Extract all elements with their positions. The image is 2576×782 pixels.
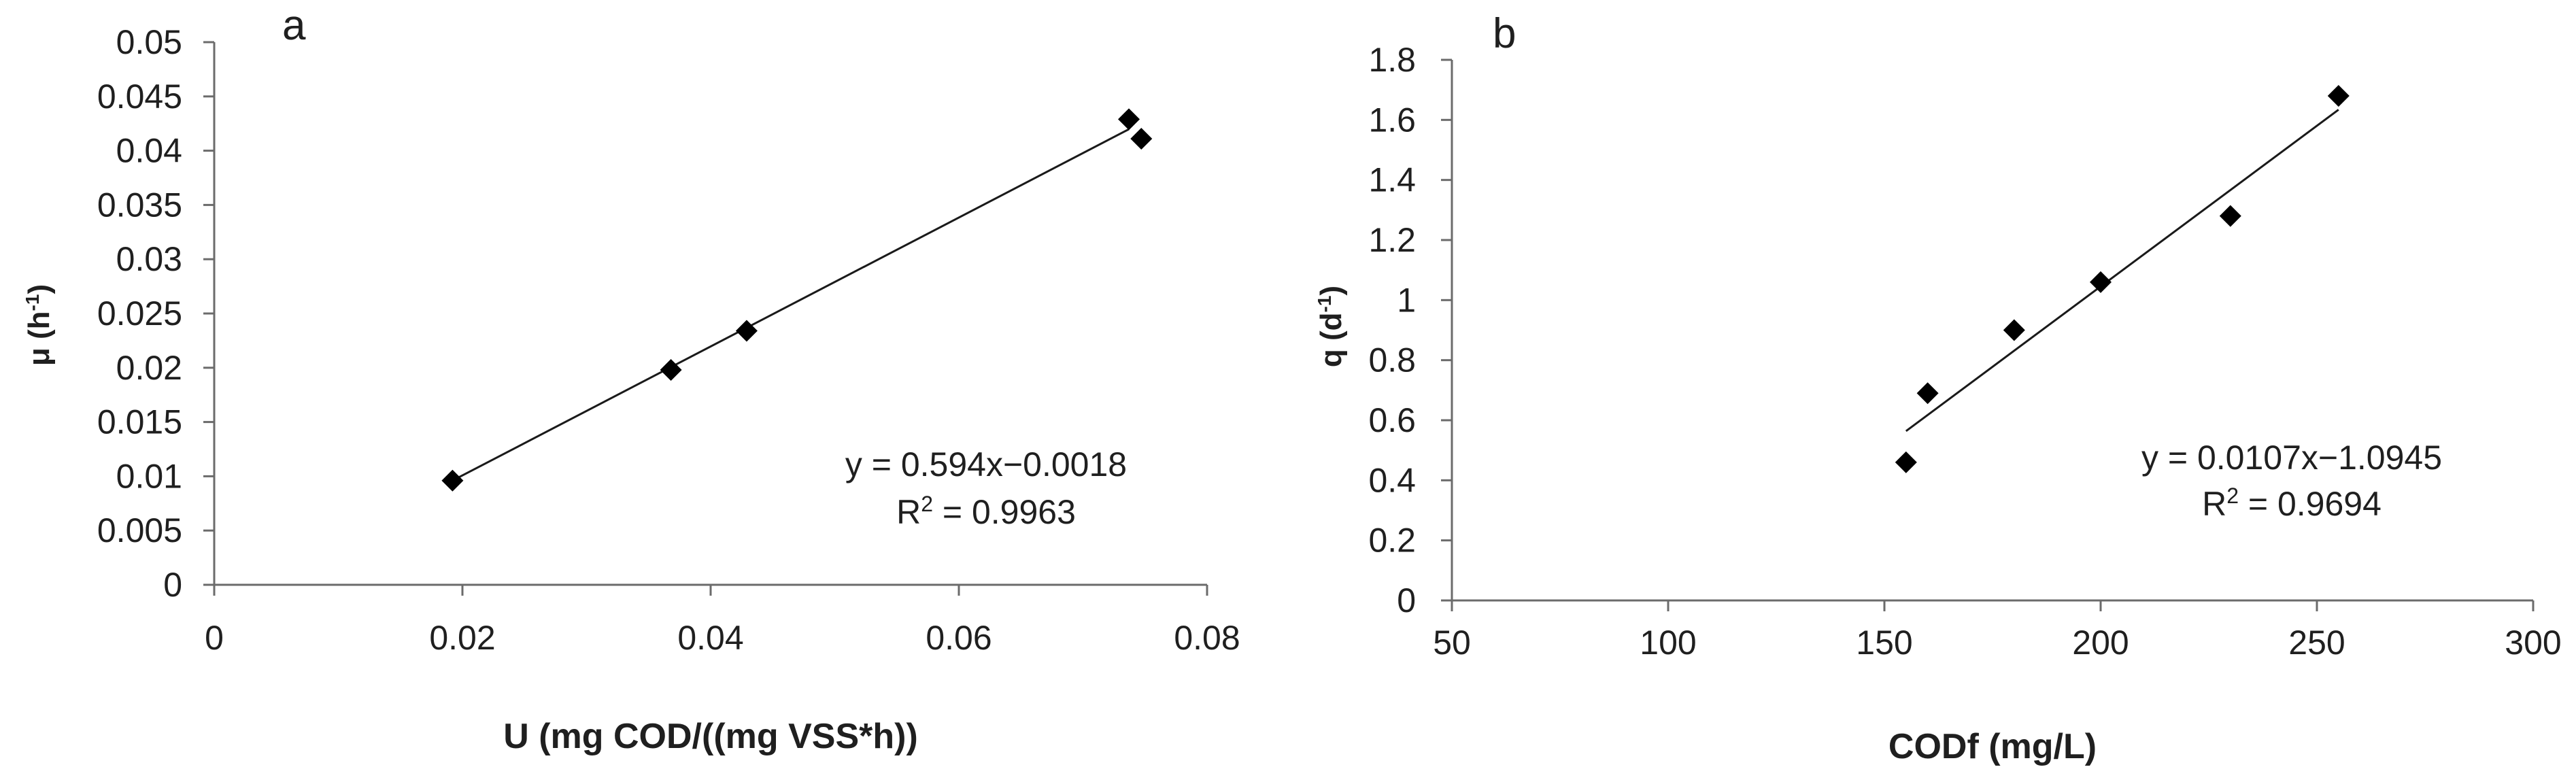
data-point-marker [2090, 271, 2112, 293]
data-point-marker [1895, 452, 1917, 473]
x-tick-label: 0.06 [926, 619, 992, 657]
y-tick-label: 0.005 [97, 511, 182, 549]
x-tick-label: 300 [2505, 624, 2561, 662]
trendline-equation: y = 0.594x−0.0018 [845, 445, 1127, 483]
y-tick-label: 1.6 [1368, 101, 1416, 139]
data-point-marker [1917, 382, 1939, 404]
x-tick-label: 150 [1856, 624, 1912, 662]
y-tick-label: 0 [163, 566, 182, 604]
x-tick-label: 0 [205, 619, 224, 657]
x-axis-title: CODf (mg/L) [1888, 727, 2097, 766]
y-tick-label: 0.6 [1368, 401, 1416, 439]
r-squared-label: R2 = 0.9694 [2202, 483, 2382, 523]
y-tick-label: 0.03 [116, 240, 182, 278]
y-tick-label: 0.025 [97, 294, 182, 333]
y-tick-label: 0.4 [1368, 461, 1416, 499]
y-axis-title: μ (h-1) [22, 284, 56, 366]
y-tick-label: 0.045 [97, 78, 182, 116]
data-point-marker [1118, 108, 1140, 130]
y-tick-label: 0.01 [116, 457, 182, 495]
data-point-marker [2328, 85, 2350, 107]
y-tick-label: 0.015 [97, 403, 182, 441]
y-tick-label: 0.8 [1368, 341, 1416, 379]
y-tick-label: 1.4 [1368, 161, 1416, 199]
x-tick-label: 200 [2072, 624, 2129, 662]
y-tick-label: 1.2 [1368, 221, 1416, 259]
x-tick-label: 0.02 [429, 619, 495, 657]
x-tick-label: 100 [1640, 624, 1696, 662]
y-tick-label: 0.035 [97, 186, 182, 224]
trendline [452, 129, 1129, 481]
data-point-marker [1130, 128, 1152, 150]
y-tick-label: 0.2 [1368, 522, 1416, 560]
trendline [1906, 109, 2339, 431]
y-tick-label: 1 [1397, 281, 1416, 319]
data-point-marker [441, 470, 463, 492]
panel-label: b [1493, 10, 1516, 57]
y-tick-label: 0.05 [116, 23, 182, 61]
y-tick-label: 0.02 [116, 349, 182, 387]
y-axis-title: q (d-1) [1314, 286, 1349, 367]
r-squared-label: R2 = 0.9963 [896, 492, 1076, 531]
x-axis-title: U (mg COD/((mg VSS*h)) [503, 717, 918, 756]
chart-panel-b: 0 0.2 0.4 0.6 0.8 1 1.2 1.4 1.6 1.8 50 100 150 200 250… [1314, 10, 2562, 766]
x-tick-label: 0.04 [677, 619, 743, 657]
data-point-marker [2220, 205, 2241, 227]
chart-panel-a: 0 0.005 0.01 0.015 0.02 0.025 0.03 0.035 0.04 0.0… [22, 2, 1240, 756]
panel-label: a [282, 2, 306, 49]
x-tick-label: 50 [1433, 624, 1471, 662]
data-point-marker [2003, 320, 2025, 341]
y-tick-label: 1.8 [1368, 41, 1416, 79]
y-tick-label: 0.04 [116, 132, 182, 170]
x-tick-label: 0.08 [1174, 619, 1240, 657]
y-tick-label: 0 [1397, 581, 1416, 619]
trendline-equation: y = 0.0107x−1.0945 [2141, 439, 2442, 477]
x-tick-label: 250 [2288, 624, 2345, 662]
